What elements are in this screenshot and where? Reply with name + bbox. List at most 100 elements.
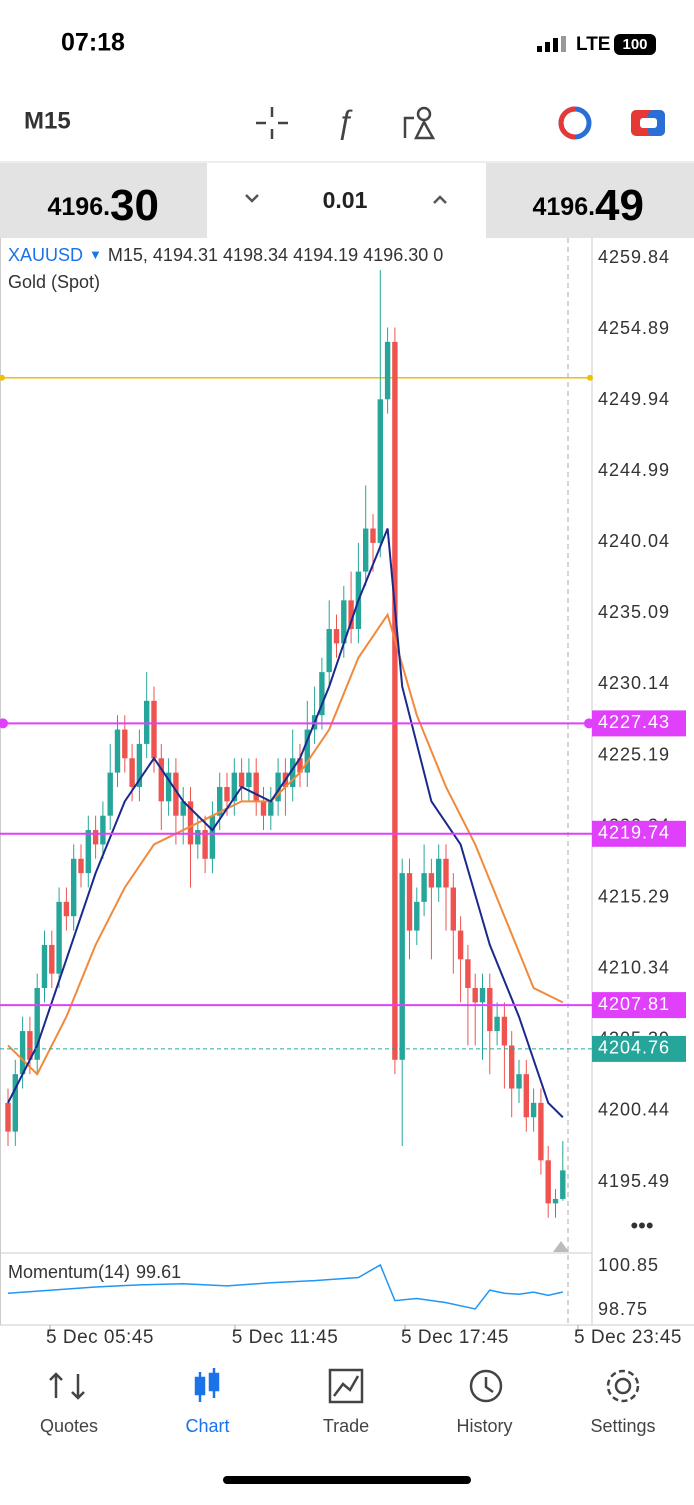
chart-header: XAUUSD ▼ M15, 4194.31 4198.34 4194.19 4196.30 0 xyxy=(8,245,443,265)
momentum-line xyxy=(7,1263,563,1310)
candle-body xyxy=(107,772,113,816)
candle-body xyxy=(509,1045,515,1089)
timeframe-button[interactable]: M15 xyxy=(24,107,71,134)
scroll-marker xyxy=(553,1241,569,1252)
header-timeframe: M15, xyxy=(108,245,148,265)
level-tag xyxy=(592,710,686,737)
candle-body xyxy=(501,1016,508,1046)
candle-body xyxy=(545,1160,551,1204)
indicator-name: Momentum(14) xyxy=(8,1262,130,1282)
buy-box[interactable] xyxy=(486,163,694,238)
candle-body xyxy=(144,700,150,744)
bid-price: 4196.30 xyxy=(47,181,159,230)
trade-button[interactable] xyxy=(631,110,665,136)
candle-body xyxy=(12,1074,18,1132)
candle-body xyxy=(209,815,216,859)
y-tick-label: 4254.89 xyxy=(598,318,670,338)
time-label: 5 Dec 11:45 xyxy=(232,1327,339,1348)
header-volume: 0 xyxy=(433,245,443,265)
candle-body xyxy=(180,801,186,816)
candle-body xyxy=(377,399,383,543)
nav-label[interactable]: Settings xyxy=(590,1416,655,1436)
ask-main: 4196. xyxy=(532,193,595,221)
candle-body xyxy=(290,758,296,787)
chart: 4259.84 4254.89 4249.94 4244.99 4240.04 4235.… xyxy=(0,238,694,1348)
y-tick-label: 4244.99 xyxy=(598,460,670,480)
candle-body xyxy=(443,858,449,888)
ask-big: 49 xyxy=(595,181,644,230)
candle-body xyxy=(370,528,376,543)
candle-body xyxy=(516,1074,522,1089)
nav-label[interactable]: Trade xyxy=(323,1416,369,1436)
alert-handle xyxy=(0,374,5,381)
candle-body xyxy=(114,729,121,773)
current-price-tag xyxy=(592,1035,686,1062)
volume[interactable]: 0.01 xyxy=(323,187,368,213)
y-tick-label: 4235.09 xyxy=(598,602,670,622)
y-tick-label: 4215.29 xyxy=(598,886,670,906)
candle-body xyxy=(304,729,310,773)
candle-body xyxy=(363,528,369,572)
indicators-button[interactable]: ƒ xyxy=(336,103,354,139)
candle-body xyxy=(34,988,40,1060)
candle-body xyxy=(494,1016,500,1032)
nav-label[interactable]: Quotes xyxy=(40,1416,98,1436)
moving-average xyxy=(7,528,564,1118)
crosshair-button[interactable] xyxy=(256,107,288,139)
candle-body xyxy=(472,988,478,1003)
candle-body xyxy=(129,758,135,787)
current-price-label: 4204.76 xyxy=(598,1038,670,1058)
candle-body xyxy=(428,873,435,888)
header-close: 4196.30 xyxy=(363,245,428,265)
candle-body xyxy=(436,858,442,888)
candle-body xyxy=(268,801,274,816)
candle-body xyxy=(538,1102,544,1161)
time-label: 5 Dec 05:45 xyxy=(46,1327,154,1348)
candle-body xyxy=(326,629,332,673)
nav-label[interactable]: History xyxy=(456,1416,512,1436)
candle-body xyxy=(78,858,84,874)
candle-body xyxy=(421,873,427,902)
momentum-tick-label: 100.85 xyxy=(598,1255,659,1275)
header-high: 4198.34 xyxy=(223,245,288,265)
objects-button[interactable] xyxy=(403,106,436,140)
symbol[interactable]: XAUUSD xyxy=(8,245,83,265)
y-tick-label: 4240.04 xyxy=(598,531,670,551)
moving-average xyxy=(7,612,564,1076)
candle-body xyxy=(19,1031,26,1075)
candle-body xyxy=(187,801,194,845)
theme-button[interactable] xyxy=(558,106,592,140)
y-tick-label: 4200.44 xyxy=(598,1100,670,1120)
y-tick-label: 4230.14 xyxy=(598,673,670,693)
candle-body xyxy=(92,830,99,845)
ask-price: 4196.49 xyxy=(532,181,644,230)
candle-body xyxy=(231,772,237,802)
more-button[interactable]: ••• xyxy=(630,1213,653,1238)
nav-icons xyxy=(49,1368,640,1404)
candle-body xyxy=(333,629,340,644)
candle-body xyxy=(202,830,208,859)
level-handle xyxy=(584,718,594,729)
nav-label[interactable]: Chart xyxy=(185,1416,229,1436)
level-handle xyxy=(0,718,8,729)
y-tick-label: 4225.19 xyxy=(598,744,670,764)
bid-main: 4196. xyxy=(47,193,110,221)
candle-body xyxy=(246,772,252,787)
alert-handle xyxy=(587,374,593,381)
candle-body xyxy=(100,815,106,845)
level-label: 4227.43 xyxy=(598,712,670,732)
time-label: 5 Dec 17:45 xyxy=(401,1327,509,1348)
sell-box[interactable] xyxy=(0,163,207,238)
candle-body xyxy=(348,600,354,630)
candle-body xyxy=(85,830,91,874)
volume-up[interactable] xyxy=(433,195,447,204)
y-tick-label: 4259.84 xyxy=(598,247,670,267)
home-indicator xyxy=(223,1476,471,1484)
candle-body xyxy=(465,959,471,989)
volume-down[interactable] xyxy=(245,194,259,203)
candle-body xyxy=(414,901,420,931)
signal-icon xyxy=(537,36,566,52)
bid-big: 30 xyxy=(110,181,159,230)
candle-body xyxy=(151,700,157,759)
